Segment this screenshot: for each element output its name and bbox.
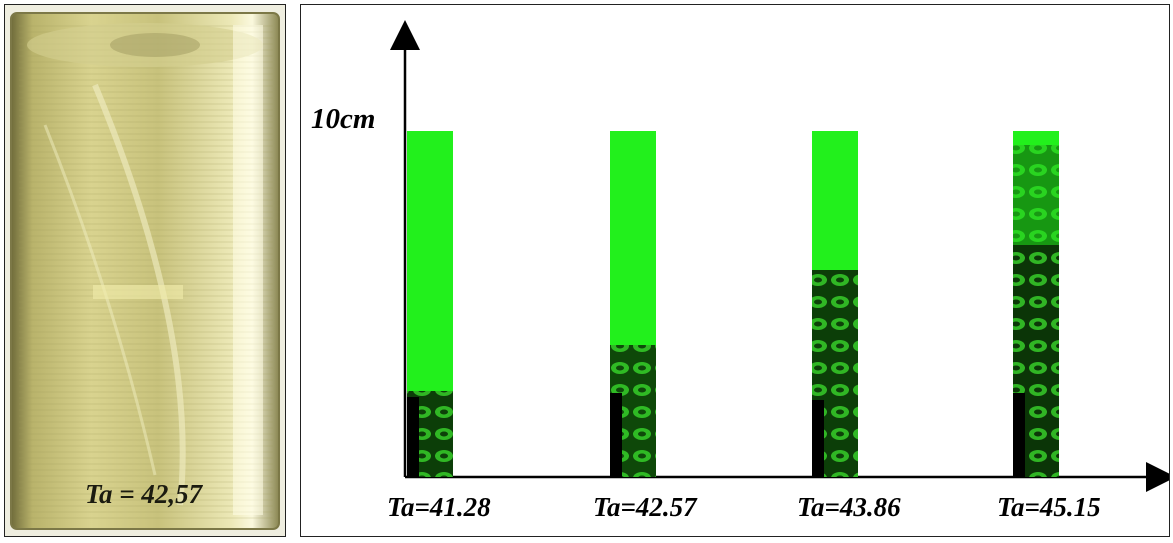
photo-ta-label: Ta = 42,57 bbox=[85, 479, 203, 509]
height-label: 10cm bbox=[311, 103, 376, 135]
column-1-label: Ta=41.28 bbox=[387, 492, 491, 522]
vortex-columns-diagram bbox=[390, 20, 1169, 492]
column-1 bbox=[407, 131, 453, 477]
column-2 bbox=[610, 131, 656, 477]
column-3-label: Ta=43.86 bbox=[797, 492, 901, 522]
column-4 bbox=[1013, 131, 1059, 477]
plot-panel: 10cm Ta=41.28 Ta=42.57 Ta=43.86 Ta=45.15 bbox=[300, 4, 1170, 537]
column-3 bbox=[812, 131, 858, 477]
taylor-couette-photo bbox=[5, 5, 285, 536]
photo-panel: Ta = 42,57 bbox=[4, 4, 286, 537]
column-2-label: Ta=42.57 bbox=[593, 492, 697, 522]
column-4-label: Ta=45.15 bbox=[997, 492, 1101, 522]
